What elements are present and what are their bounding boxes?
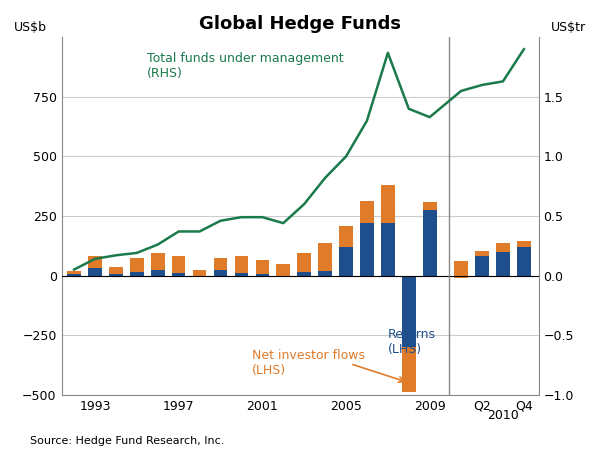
Bar: [381, 223, 395, 275]
Bar: [381, 185, 395, 223]
Bar: [319, 243, 332, 271]
Bar: [319, 271, 332, 275]
Bar: [475, 256, 489, 275]
Bar: [88, 256, 102, 268]
Bar: [235, 256, 248, 273]
Bar: [109, 274, 122, 275]
Bar: [151, 253, 164, 270]
Bar: [277, 275, 290, 277]
Bar: [214, 270, 227, 275]
Bar: [360, 201, 374, 223]
Bar: [402, 347, 416, 392]
Bar: [475, 251, 489, 256]
Bar: [130, 258, 143, 272]
Bar: [517, 247, 530, 275]
Bar: [339, 247, 353, 275]
Bar: [298, 253, 311, 272]
Bar: [172, 256, 185, 273]
Bar: [298, 272, 311, 275]
Bar: [360, 223, 374, 275]
Bar: [235, 273, 248, 275]
Text: US$tr: US$tr: [551, 21, 586, 34]
Bar: [517, 241, 530, 247]
Bar: [256, 274, 269, 275]
Bar: [454, 261, 468, 278]
Text: 2010: 2010: [487, 409, 519, 422]
Bar: [256, 260, 269, 274]
Text: Source: Hedge Fund Research, Inc.: Source: Hedge Fund Research, Inc.: [30, 436, 224, 446]
Bar: [423, 202, 437, 275]
Bar: [172, 273, 185, 275]
Bar: [67, 271, 81, 274]
Bar: [454, 275, 468, 278]
Bar: [151, 270, 164, 275]
Bar: [67, 274, 81, 275]
Bar: [214, 258, 227, 270]
Bar: [193, 270, 206, 277]
Bar: [130, 272, 143, 275]
Text: US$b: US$b: [14, 21, 47, 34]
Bar: [277, 264, 290, 277]
Bar: [402, 275, 416, 347]
Bar: [109, 267, 122, 274]
Bar: [496, 243, 510, 252]
Bar: [423, 202, 437, 210]
Text: Total funds under management
(RHS): Total funds under management (RHS): [147, 52, 344, 80]
Text: Net investor flows
(LHS): Net investor flows (LHS): [252, 349, 365, 378]
Bar: [339, 225, 353, 247]
Text: Returns
(LHS): Returns (LHS): [388, 328, 436, 356]
Bar: [193, 275, 206, 277]
Bar: [496, 252, 510, 275]
Bar: [88, 268, 102, 275]
Title: Global Hedge Funds: Global Hedge Funds: [199, 15, 401, 33]
